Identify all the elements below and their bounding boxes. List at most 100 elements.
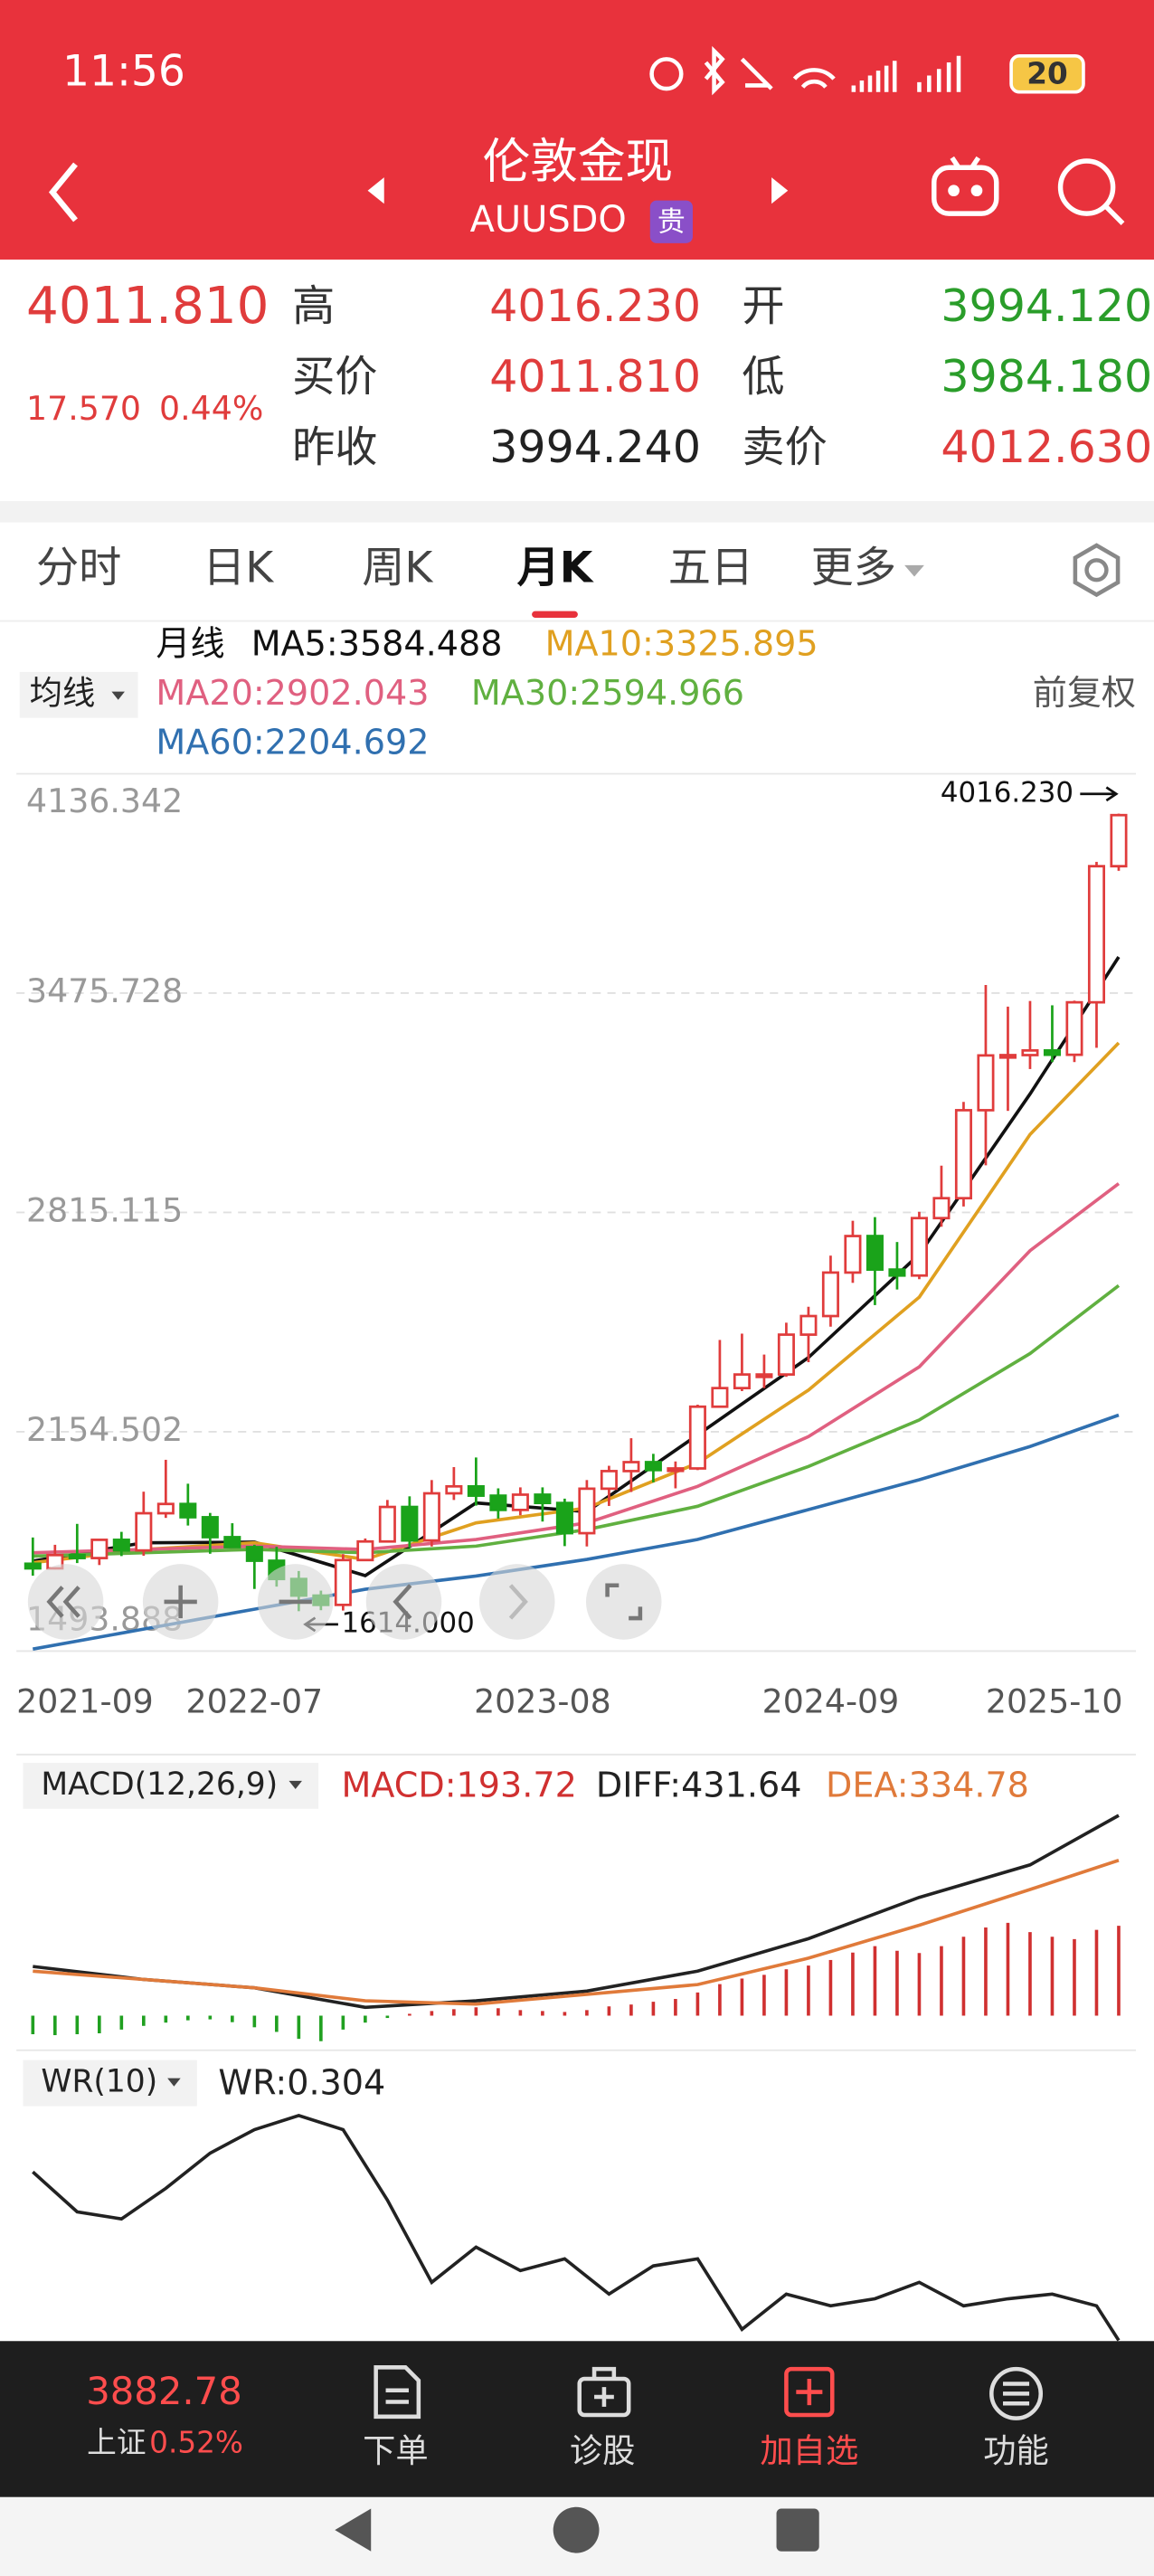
candle-body [179, 1502, 197, 1519]
candle-body [799, 1314, 818, 1336]
nav-home[interactable] [553, 2506, 600, 2553]
settings-icon[interactable] [1073, 543, 1121, 598]
legend-entry: WR:0.304 [218, 2062, 385, 2102]
candle-body [1021, 1049, 1039, 1056]
candle-body [24, 1562, 42, 1570]
bottom-buttons: 下单 诊股 加自选 功能 [363, 2431, 1049, 2470]
battery-level: 20 [1026, 57, 1067, 91]
control-icons [46, 1583, 643, 1621]
bottom-button[interactable]: 功能 [983, 2431, 1049, 2470]
candle-body [932, 1197, 951, 1220]
kline-plot: 1493.8882154.5022815.1153475.7284136.342… [16, 623, 1137, 1721]
candle-body [68, 1553, 86, 1559]
x-tick-label: 2023-08 [474, 1682, 611, 1721]
candle-body [422, 1492, 440, 1542]
badge: 贵 [657, 206, 686, 239]
scroll-left-button[interactable] [365, 1564, 442, 1640]
more-arrow [904, 564, 924, 577]
status-time: 11:56 [62, 47, 185, 97]
tab[interactable]: 分时 [36, 543, 121, 592]
robot-icon[interactable] [932, 156, 999, 216]
candle-body [1065, 1000, 1083, 1056]
tab-indicator [532, 611, 578, 618]
candle-body [688, 1405, 706, 1470]
candle-body [733, 1373, 751, 1390]
candle-body [511, 1493, 529, 1511]
tab[interactable]: 五日 [668, 543, 753, 592]
legend-entry: MA60:2204.692 [156, 722, 429, 762]
legend-entry: DIFF:431.64 [596, 1766, 802, 1805]
scroll-right-button[interactable] [479, 1564, 555, 1640]
macd-line [33, 1814, 1120, 2010]
indicator-arrow [111, 691, 125, 700]
legend-entry: MACD:193.72 [342, 1766, 577, 1805]
badge-bg [649, 200, 693, 243]
candle-body [112, 1539, 130, 1552]
candle-body [534, 1493, 552, 1505]
header-code: AUUSDO [470, 199, 627, 241]
candle-body [1087, 865, 1106, 1004]
candle-body [844, 1235, 862, 1274]
candle-body [644, 1461, 662, 1472]
index-value[interactable]: 3882.78 [86, 2369, 242, 2413]
wr-line [32, 2114, 1121, 2342]
candle-body [334, 1558, 352, 1606]
quote-value: 4012.630 [941, 421, 1152, 473]
nav-back[interactable] [335, 2508, 372, 2552]
tab[interactable]: 周K [362, 543, 433, 592]
candle-body [954, 1109, 972, 1200]
candle-body [888, 1268, 906, 1277]
x-tick-label: 2025-10 [986, 1682, 1123, 1721]
y-tick-label: 4136.342 [26, 781, 183, 820]
candle-body [821, 1271, 839, 1318]
bottom-button[interactable]: 诊股 [570, 2431, 636, 2470]
candle-body [910, 1217, 928, 1277]
tab[interactable]: 更多 [811, 543, 896, 592]
x-tick-label: 2021-09 [16, 1682, 154, 1721]
tab[interactable]: 月K [517, 543, 594, 592]
prev-button[interactable] [367, 177, 384, 204]
index-change: 0.52% [149, 2426, 243, 2460]
panel-title: WR(10) [41, 2064, 157, 2100]
header-bg [0, 0, 1154, 260]
tab[interactable]: 日K [203, 543, 274, 592]
candle-body [489, 1494, 507, 1511]
separator [0, 500, 1154, 523]
search-icon[interactable] [1057, 158, 1125, 225]
panel-title-bg[interactable] [23, 1762, 319, 1809]
quote-value: 4011.810 [489, 350, 701, 402]
bottom-bar [0, 2341, 1154, 2497]
period-label: 月线 [156, 623, 224, 663]
back-button[interactable] [48, 162, 78, 223]
nav-recent[interactable] [776, 2508, 819, 2552]
change: 17.570 [26, 389, 141, 428]
panel-title-arrow [167, 2078, 181, 2087]
quote-label: 高 [292, 281, 335, 331]
panel-title-bg[interactable] [23, 2060, 197, 2107]
next-button[interactable] [771, 177, 789, 204]
candle-body [667, 1467, 685, 1473]
quote-label: 买价 [292, 353, 377, 402]
adjust-label[interactable]: 前复权 [1033, 673, 1136, 713]
indicator-label: 均线 [30, 673, 96, 712]
quote-label: 卖价 [742, 423, 827, 473]
legend-entry: MA20:2902.043 [156, 673, 429, 713]
candle-body [467, 1484, 485, 1497]
panel-title-arrow [288, 1780, 302, 1789]
quote-label: 开 [742, 281, 784, 331]
fullscreen-button[interactable] [585, 1564, 662, 1640]
bottom-button[interactable]: 加自选 [760, 2431, 858, 2470]
candle-body [600, 1470, 618, 1491]
bottom-button[interactable]: 下单 [363, 2431, 429, 2470]
candle-body [201, 1516, 219, 1539]
ma-line [33, 956, 1121, 1578]
y-tick-label: 2154.502 [26, 1410, 183, 1449]
candle-body [977, 1054, 995, 1112]
max-label: 4016.230 [941, 776, 1074, 809]
candle-body [555, 1501, 573, 1535]
candle-body [578, 1487, 596, 1535]
y-tick-label: 2815.115 [26, 1190, 183, 1229]
battery [1009, 53, 1085, 94]
